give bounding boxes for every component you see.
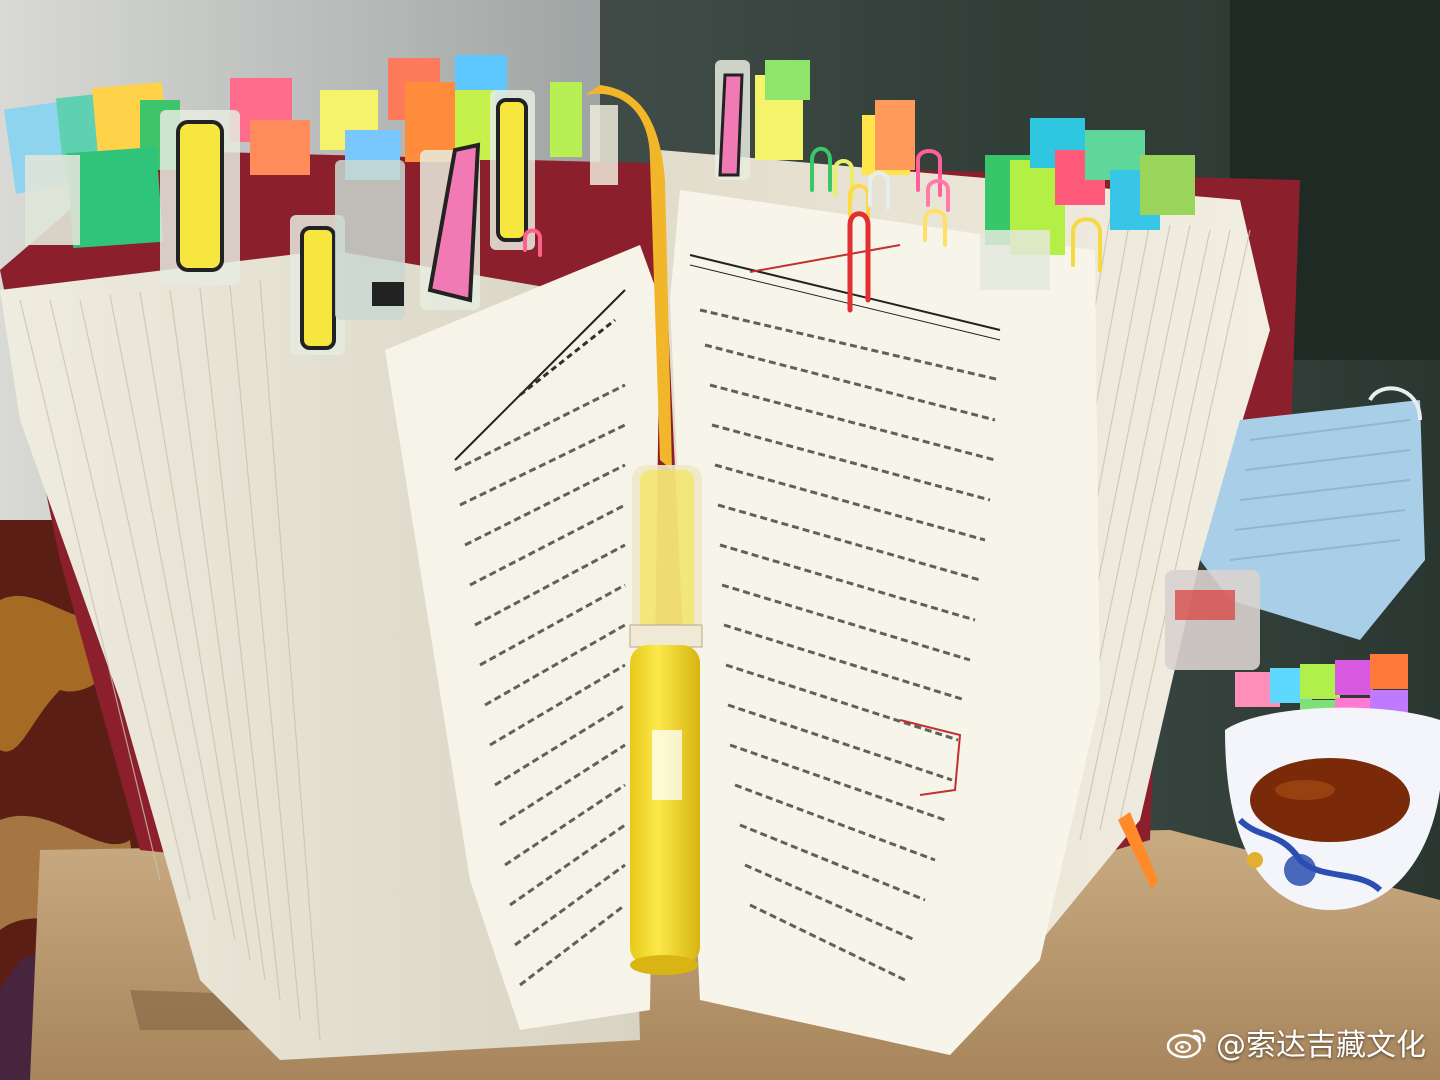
tea-cup	[1225, 707, 1440, 910]
bookmark-ribbon	[585, 85, 672, 470]
left-page-text-lines	[454, 383, 626, 987]
right-page-text-lines	[699, 308, 1001, 982]
sticky-tabs-right	[715, 60, 1195, 290]
paper-clips	[523, 146, 1102, 313]
right-open-page	[670, 190, 1100, 1055]
weibo-logo-icon	[1166, 1029, 1206, 1059]
orange-pen	[1118, 812, 1158, 890]
sticky-tabs-left	[4, 55, 618, 355]
watermark-text: @索达吉藏文化	[1216, 1028, 1426, 1063]
watermark: @索达吉藏文化	[1166, 1020, 1426, 1064]
yellow-highlighter	[629, 465, 703, 975]
